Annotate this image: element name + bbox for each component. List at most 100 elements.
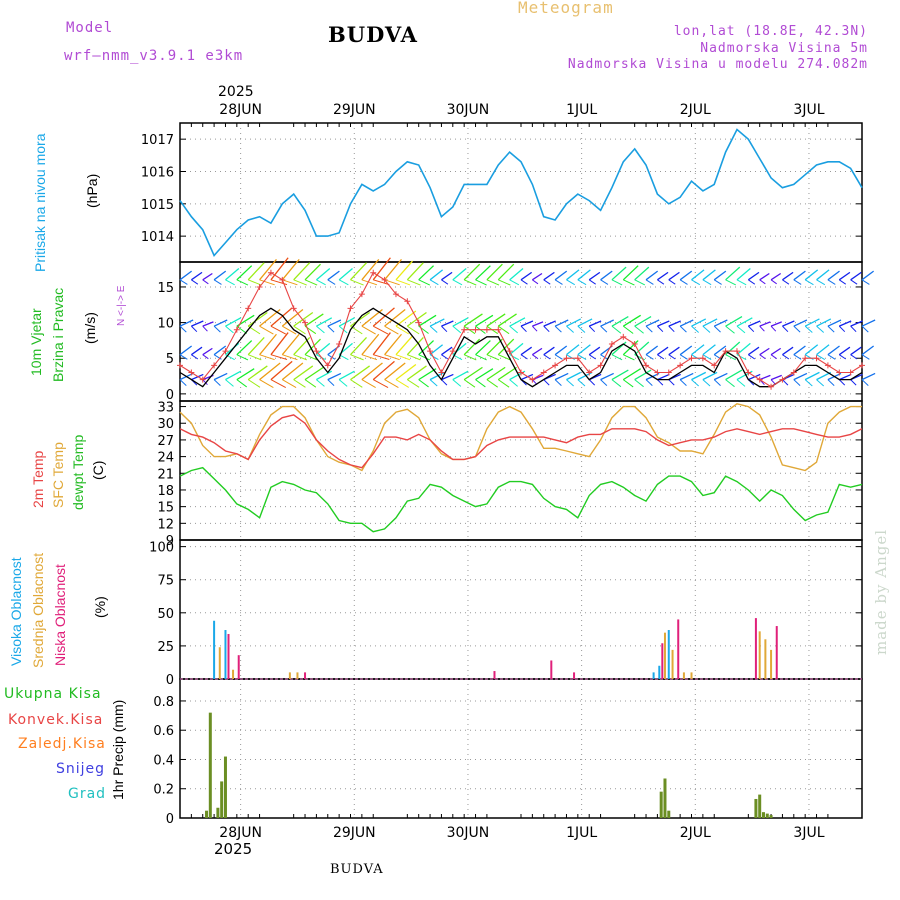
- wind-barb-feather: [384, 379, 399, 388]
- wind-gust-marker: [699, 355, 706, 362]
- wind-barb-feather: [372, 325, 389, 335]
- wind-barb-feather: [384, 354, 400, 361]
- wind-barb-feather: [225, 379, 234, 387]
- wind-barb: [645, 270, 659, 281]
- wind-barb: [566, 344, 580, 356]
- wind-barb-feather: [236, 354, 249, 361]
- cloud-bar: [304, 672, 307, 679]
- precip-bar: [754, 798, 758, 818]
- wind-barb: [839, 320, 852, 327]
- wind-barb: [679, 372, 694, 381]
- wind-barb: [361, 333, 380, 356]
- wind-gust-marker: [859, 362, 865, 369]
- wind-barb-feather: [327, 325, 335, 333]
- wind-gust-marker: [449, 348, 456, 355]
- wind-barb-feather: [668, 325, 675, 333]
- wind-barb-feather: [861, 279, 870, 285]
- wind-barb: [384, 333, 402, 356]
- wind-barb: [577, 344, 591, 356]
- x-tick-label-top: 1JUL: [566, 102, 597, 118]
- panel-frame: [179, 400, 863, 541]
- wind-barb: [179, 319, 194, 327]
- x-tick-label-bottom: 29JUN: [333, 825, 376, 841]
- wind-barb-feather: [338, 279, 349, 286]
- wind-barb-feather: [793, 379, 801, 386]
- wind-gust-marker: [586, 369, 593, 376]
- wind-barb: [713, 270, 727, 281]
- wind-barb: [213, 270, 227, 281]
- wind-barb-feather: [850, 279, 858, 285]
- wind-barb: [225, 370, 242, 381]
- wind-barb: [588, 271, 601, 281]
- wind-barb: [304, 313, 324, 327]
- wind-barb-feather: [259, 279, 275, 286]
- y-tick-label: 1017: [141, 133, 174, 148]
- wind-barb: [259, 362, 281, 381]
- wind-barb-feather: [861, 379, 869, 386]
- wind-barb-feather: [566, 379, 574, 387]
- wind-barb: [645, 319, 660, 327]
- wind-barb: [395, 335, 413, 356]
- wind-barb-feather: [293, 325, 306, 335]
- cloud-bar: [652, 672, 655, 679]
- wind-speed-line: [179, 307, 863, 388]
- wind-barb-feather: [327, 354, 336, 360]
- wind-barb: [816, 269, 830, 281]
- wind-barb-feather: [782, 354, 790, 360]
- wind-barb-feather: [191, 279, 199, 285]
- wind-gust-marker: [768, 383, 775, 390]
- wind-barb-feather: [373, 354, 390, 360]
- wind-barb-feather: [611, 325, 622, 334]
- wind-barb: [634, 341, 650, 356]
- wind-barb-feather: [725, 279, 736, 286]
- model-label: Model: [66, 20, 114, 36]
- wind-barb-feather: [338, 379, 348, 387]
- wind-barb: [316, 370, 333, 381]
- wind-barb-feather: [463, 354, 477, 361]
- wind-barb: [497, 338, 515, 356]
- wind-barb-feather: [702, 354, 712, 360]
- wind-barb-feather: [475, 354, 487, 361]
- wind-barb-feather: [361, 325, 376, 335]
- wind-gust-marker: [518, 369, 524, 376]
- y-tick-label: 0.4: [153, 753, 174, 768]
- legend-hail: Grad: [68, 786, 107, 802]
- wind-barb-feather: [850, 354, 858, 360]
- wind-barb: [270, 307, 293, 327]
- wind-barb-feather: [270, 379, 286, 388]
- wind-gust-marker: [824, 362, 831, 369]
- cloud-bar: [671, 649, 674, 679]
- wind-barb: [509, 317, 526, 327]
- y-tick-label: 18: [157, 484, 174, 499]
- wind-gust-marker: [222, 348, 229, 355]
- wind-barb-feather: [236, 279, 249, 286]
- legend-conv-precip: Konvek.Kisa: [8, 712, 104, 728]
- wind-barb: [429, 318, 445, 327]
- wind-barb-feather: [850, 325, 857, 333]
- wind-barb: [281, 362, 304, 381]
- wind-barb: [327, 319, 342, 327]
- wind-barb: [759, 347, 770, 356]
- wind-barb: [429, 371, 445, 381]
- wind-barb-feather: [441, 279, 449, 285]
- x-tick-label-top: 29JUN: [333, 102, 376, 118]
- wind-gust-marker: [245, 305, 252, 312]
- wind-barb-feather: [418, 379, 429, 388]
- cloud-bar: [218, 647, 221, 679]
- wind-barb: [202, 321, 214, 327]
- wind-barb-feather: [270, 325, 286, 335]
- wind-barb: [634, 315, 652, 327]
- wind-barb: [600, 372, 614, 381]
- wind-barb-feather: [782, 325, 789, 333]
- wind-barb-feather: [486, 379, 499, 388]
- wind-barb-feather: [259, 325, 274, 335]
- wind-barb-feather: [770, 279, 777, 285]
- wind-gust-marker: [677, 362, 684, 369]
- wind-barb: [191, 373, 204, 381]
- wind-barb: [350, 337, 368, 356]
- wind-barb-feather: [259, 379, 274, 388]
- wind-barb: [190, 346, 203, 356]
- wind-barb: [793, 319, 808, 327]
- y-tick-label: 21: [157, 467, 174, 482]
- elevation-label: Nadmorska Visina 5m: [700, 41, 868, 56]
